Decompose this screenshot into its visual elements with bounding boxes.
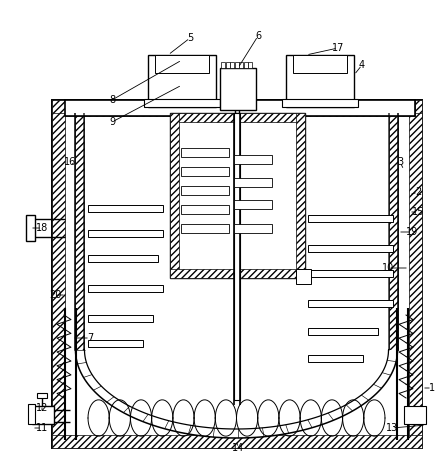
Bar <box>181 167 229 176</box>
Text: 11: 11 <box>36 423 48 433</box>
Text: 4: 4 <box>359 60 365 70</box>
Bar <box>52 435 422 448</box>
Bar <box>52 100 65 448</box>
Bar <box>235 62 239 68</box>
Bar <box>65 100 415 116</box>
Text: 10: 10 <box>382 263 394 273</box>
Text: 18: 18 <box>36 223 48 233</box>
Text: 14: 14 <box>232 443 244 453</box>
Bar <box>234 200 272 209</box>
Bar <box>308 355 363 362</box>
Bar <box>148 55 216 107</box>
Bar <box>389 113 398 350</box>
Bar <box>296 269 311 284</box>
Bar <box>37 393 47 398</box>
Bar <box>144 99 220 107</box>
Bar <box>409 100 422 448</box>
Bar <box>75 113 84 350</box>
Bar <box>248 62 252 68</box>
Bar <box>170 269 305 278</box>
Bar <box>226 62 230 68</box>
Bar <box>52 100 422 113</box>
Bar <box>308 300 393 307</box>
Bar <box>220 68 256 110</box>
Text: 17: 17 <box>332 43 344 53</box>
Text: 19: 19 <box>406 227 418 237</box>
Bar <box>181 205 229 214</box>
Text: 6: 6 <box>255 31 261 41</box>
Bar <box>286 55 354 107</box>
Bar <box>181 224 229 233</box>
Bar <box>170 113 305 278</box>
Bar <box>404 406 426 424</box>
Text: 2: 2 <box>415 187 421 197</box>
Bar <box>65 100 415 116</box>
Bar <box>234 155 272 164</box>
Text: 8: 8 <box>109 95 115 105</box>
Polygon shape <box>75 350 397 438</box>
Text: 15: 15 <box>412 207 424 217</box>
Bar <box>308 245 393 252</box>
Bar <box>308 215 393 222</box>
Text: 1: 1 <box>429 383 435 393</box>
Bar <box>221 62 225 68</box>
Bar <box>296 113 305 278</box>
Bar <box>88 285 163 292</box>
Text: 7: 7 <box>87 333 93 343</box>
Bar <box>32 406 54 424</box>
Bar <box>234 113 240 400</box>
Bar <box>308 270 393 277</box>
Text: 16: 16 <box>64 157 76 167</box>
Bar <box>181 148 229 157</box>
Bar <box>170 113 305 122</box>
Bar <box>88 315 153 322</box>
Bar <box>88 205 163 212</box>
Text: 3: 3 <box>397 157 403 167</box>
Bar <box>181 186 229 195</box>
Text: 13: 13 <box>386 423 398 433</box>
Bar <box>282 99 358 107</box>
Bar <box>155 55 209 73</box>
Bar <box>88 255 158 262</box>
Bar <box>244 62 248 68</box>
Bar <box>293 55 347 73</box>
Bar <box>230 62 234 68</box>
Bar <box>88 340 143 347</box>
Bar <box>308 328 378 335</box>
Bar <box>234 178 272 187</box>
Bar <box>239 62 243 68</box>
Bar <box>28 404 35 424</box>
Text: 9: 9 <box>109 117 115 127</box>
Bar <box>170 113 179 278</box>
Text: 12: 12 <box>36 403 48 413</box>
Bar <box>88 230 163 237</box>
Bar <box>52 100 422 448</box>
Bar <box>26 215 35 241</box>
Text: 20: 20 <box>49 290 61 300</box>
Bar <box>234 224 272 233</box>
Text: 5: 5 <box>187 33 193 43</box>
